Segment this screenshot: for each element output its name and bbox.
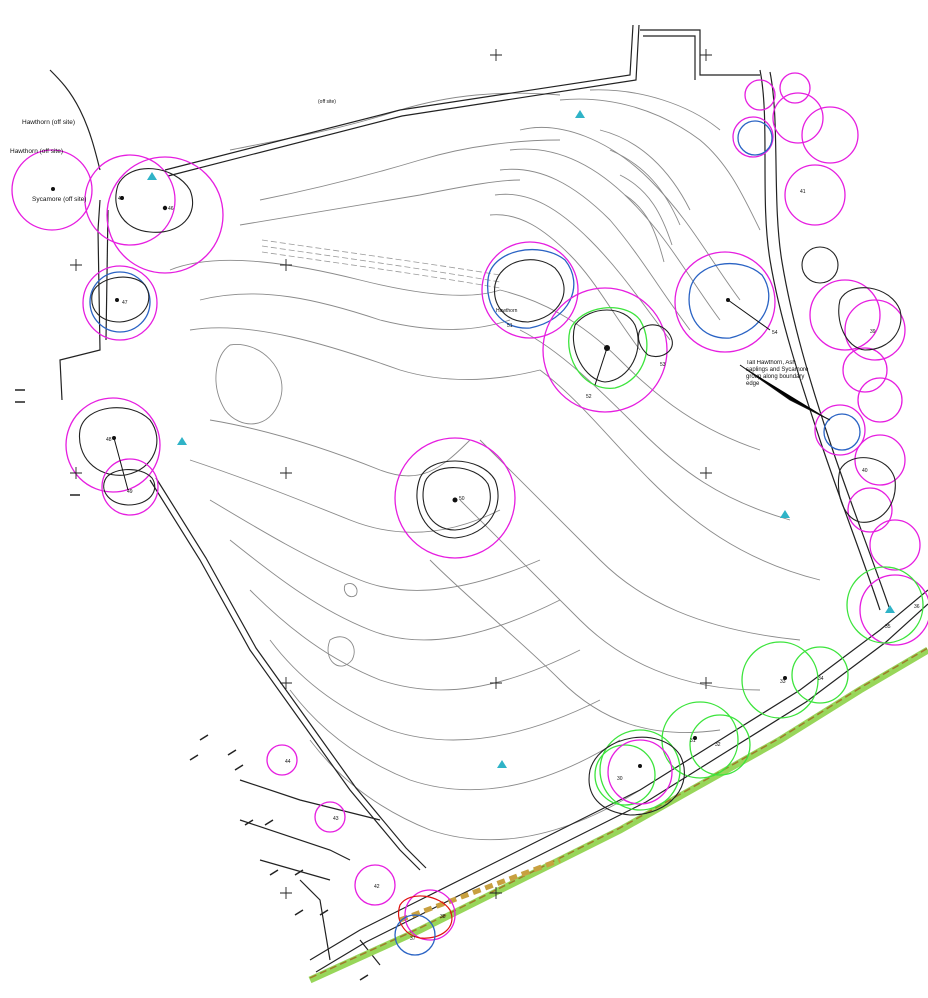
offsite-top-label: (off site)	[318, 99, 336, 105]
tree-number-53: 53	[660, 362, 666, 368]
tree-number-50: 50	[459, 496, 465, 502]
spot-level-marks	[15, 389, 369, 981]
tree-number-48: 48	[106, 437, 112, 443]
tree-number-31: 31	[690, 738, 696, 744]
tree-number-40: 40	[862, 468, 868, 474]
tree-number-49: 49	[127, 489, 133, 495]
tree-number-51: 51	[507, 323, 513, 329]
tree-number-46: 46	[168, 206, 174, 212]
hawthorn-offsite-label-2: Hawthorn (off site)	[10, 148, 63, 155]
sycamore-offsite-label: Sycamore (off site)	[32, 196, 86, 203]
tree-number-42: 42	[374, 884, 380, 890]
south-hedge-path	[308, 646, 928, 984]
hawthorn-offsite-label-1: Hawthorn (off site)	[22, 119, 75, 126]
tree-number-35: 35	[885, 624, 891, 630]
survey-grid-crosses	[70, 49, 712, 899]
tree-number-44: 44	[285, 759, 291, 765]
tree-number-34: 34	[818, 676, 824, 682]
tall-hawthorn-note: Tall Hawthorn, Ash saplings and Sycamore…	[746, 360, 808, 387]
survey-level-markers	[147, 110, 895, 768]
tree-root-protection-areas	[11, 72, 928, 956]
hawthorn-label: Hawthorn	[496, 308, 518, 314]
tree-number-45: 45	[118, 196, 124, 202]
tree-number-30: 30	[617, 776, 623, 782]
tree-number-54: 54	[772, 330, 778, 336]
tree-number-43: 43	[333, 816, 339, 822]
tree-number-47: 47	[122, 300, 128, 306]
tree-number-33: 33	[780, 679, 786, 685]
tree-number-37: 37	[410, 936, 416, 942]
tree-number-32: 32	[715, 742, 721, 748]
tree-stems	[51, 187, 831, 768]
annotation-labels: Hawthorn (off site) Hawthorn (off site) …	[10, 99, 920, 942]
tree-number-36: 36	[914, 604, 920, 610]
tree-number-41: 41	[800, 189, 806, 195]
site-boundary	[49, 24, 928, 973]
tree-number-39: 39	[870, 329, 876, 335]
tree-number-52: 52	[586, 394, 592, 400]
ground-contours	[169, 89, 821, 841]
tree-number-38: 38	[440, 914, 446, 920]
